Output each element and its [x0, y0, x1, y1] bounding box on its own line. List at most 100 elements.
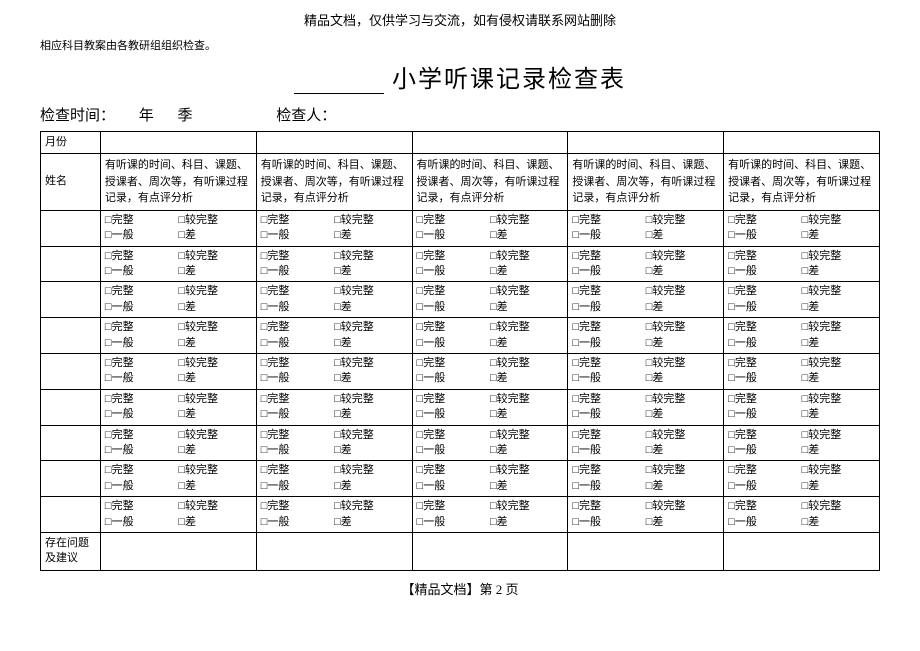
checkbox-option: □较完整	[178, 320, 251, 335]
check-cell: □完整□较完整□一般□差	[412, 246, 568, 282]
checkbox-option: □一般	[261, 515, 334, 530]
checkbox-option: □较完整	[178, 213, 251, 228]
checkbox-option: □一般	[728, 407, 801, 422]
checkbox-option: □较完整	[334, 463, 407, 478]
checkbox-option: □一般	[105, 264, 178, 279]
check-cell: □完整□较完整□一般□差	[100, 389, 256, 425]
check-cell: □完整□较完整□一般□差	[256, 282, 412, 318]
checkbox-option: □较完整	[490, 249, 563, 264]
checkbox-option: □较完整	[334, 356, 407, 371]
checkbox-option: □较完整	[178, 499, 251, 514]
check-cell: □完整□较完整□一般□差	[412, 282, 568, 318]
check-cell: □完整□较完整□一般□差	[100, 210, 256, 246]
checkbox-option: □差	[334, 371, 407, 386]
checkbox-option: □较完整	[334, 499, 407, 514]
info-row: 检查时间： 年 季 检查人：	[40, 104, 880, 125]
checkbox-option: □完整	[105, 392, 178, 407]
checkbox-option: □较完整	[802, 428, 875, 443]
checkbox-option: □完整	[417, 356, 490, 371]
checkbox-option: □较完整	[178, 392, 251, 407]
check-cell: □完整□较完整□一般□差	[724, 497, 880, 533]
checkbox-option: □较完整	[646, 356, 719, 371]
checkbox-option: □较完整	[802, 284, 875, 299]
column-desc-cell: 有听课的时间、科目、课题、授课者、周次等，有听课过程记录，有点评分析	[724, 154, 880, 211]
check-cell: □完整□较完整□一般□差	[256, 389, 412, 425]
checkbox-option: □差	[178, 264, 251, 279]
checkbox-option: □差	[178, 228, 251, 243]
checkbox-option: □一般	[261, 407, 334, 422]
checkbox-option: □一般	[572, 300, 645, 315]
issues-cell	[412, 532, 568, 570]
check-cell: □完整□较完整□一般□差	[100, 461, 256, 497]
page-title: 小学听课记录检查表	[392, 67, 626, 93]
checkbox-option: □差	[646, 407, 719, 422]
checkbox-option: □完整	[572, 356, 645, 371]
checkbox-option: □完整	[728, 463, 801, 478]
checkbox-option: □差	[490, 407, 563, 422]
checkbox-option: □一般	[728, 228, 801, 243]
check-cell: □完整□较完整□一般□差	[724, 389, 880, 425]
month-cell	[412, 132, 568, 154]
checkbox-option: □一般	[572, 407, 645, 422]
check-cell: □完整□较完整□一般□差	[100, 354, 256, 390]
checkbox-option: □差	[802, 515, 875, 530]
checkbox-option: □差	[490, 336, 563, 351]
checkbox-option: □一般	[105, 228, 178, 243]
name-cell	[41, 246, 101, 282]
checkbox-option: □差	[178, 371, 251, 386]
check-cell: □完整□较完整□一般□差	[724, 354, 880, 390]
checkbox-option: □完整	[728, 428, 801, 443]
checkbox-option: □完整	[572, 284, 645, 299]
column-desc-cell: 有听课的时间、科目、课题、授课者、周次等，有听课过程记录，有点评分析	[412, 154, 568, 211]
checkbox-option: □差	[178, 407, 251, 422]
checkbox-option: □差	[178, 336, 251, 351]
checkbox-option: □一般	[572, 336, 645, 351]
checkbox-option: □差	[646, 479, 719, 494]
page-footer: 【精品文档】第 2 页	[40, 579, 880, 598]
checkbox-option: □完整	[417, 428, 490, 443]
check-cell: □完整□较完整□一般□差	[568, 425, 724, 461]
checkbox-option: □一般	[105, 300, 178, 315]
checkbox-option: □一般	[728, 443, 801, 458]
checkbox-option: □完整	[572, 249, 645, 264]
checkbox-option: □一般	[728, 336, 801, 351]
checkbox-option: □完整	[417, 499, 490, 514]
checkbox-option: □较完整	[646, 428, 719, 443]
checkbox-option: □较完整	[802, 356, 875, 371]
checkbox-option: □差	[490, 371, 563, 386]
check-cell: □完整□较完整□一般□差	[568, 246, 724, 282]
checkbox-option: □一般	[261, 264, 334, 279]
check-cell: □完整□较完整□一般□差	[256, 354, 412, 390]
checkbox-option: □较完整	[802, 499, 875, 514]
issues-cell	[256, 532, 412, 570]
checkbox-option: □差	[490, 264, 563, 279]
checkbox-option: □差	[802, 264, 875, 279]
checkbox-option: □差	[490, 228, 563, 243]
checkbox-option: □较完整	[646, 284, 719, 299]
checkbox-option: □完整	[261, 213, 334, 228]
checkbox-option: □完整	[105, 249, 178, 264]
checkbox-option: □较完整	[490, 356, 563, 371]
checkbox-option: □较完整	[802, 463, 875, 478]
check-cell: □完整□较完整□一般□差	[568, 461, 724, 497]
issues-cell	[724, 532, 880, 570]
checkbox-option: □一般	[417, 515, 490, 530]
issues-cell	[568, 532, 724, 570]
checkbox-option: □完整	[105, 499, 178, 514]
check-cell: □完整□较完整□一般□差	[568, 354, 724, 390]
check-cell: □完整□较完整□一般□差	[724, 461, 880, 497]
checkbox-option: □一般	[105, 407, 178, 422]
column-desc-cell: 有听课的时间、科目、课题、授课者、周次等，有听课过程记录，有点评分析	[568, 154, 724, 211]
season-label: 季	[178, 108, 193, 124]
title-row: 小学听课记录检查表	[40, 59, 880, 94]
checkbox-option: □完整	[261, 356, 334, 371]
checkbox-option: □较完整	[178, 356, 251, 371]
checkbox-option: □完整	[105, 463, 178, 478]
checkbox-option: □差	[646, 228, 719, 243]
checkbox-option: □完整	[105, 428, 178, 443]
checkbox-option: □差	[802, 479, 875, 494]
month-cell	[568, 132, 724, 154]
name-cell	[41, 461, 101, 497]
checkbox-option: □较完整	[178, 249, 251, 264]
checkbox-option: □差	[178, 443, 251, 458]
